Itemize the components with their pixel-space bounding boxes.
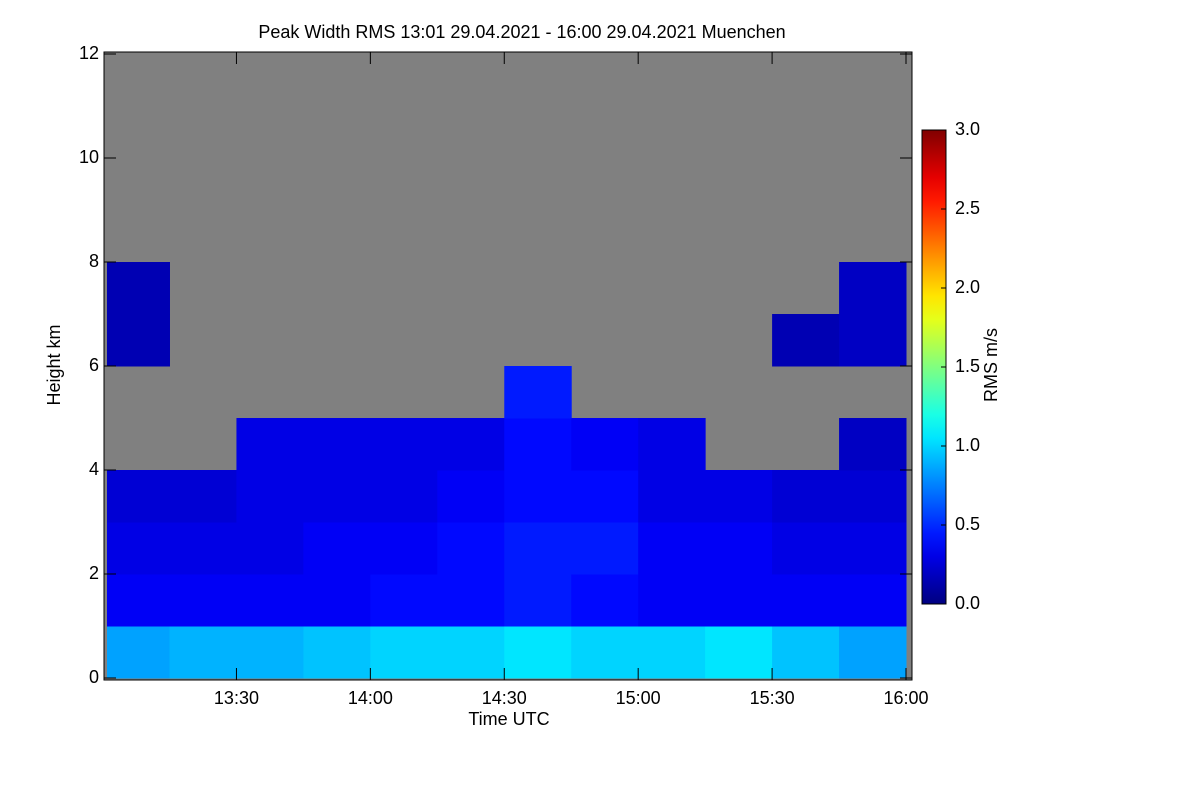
y-axis-label: Height km xyxy=(44,324,64,405)
heatmap-cell xyxy=(504,522,572,575)
heatmap-cell xyxy=(638,522,706,575)
colorbar-tick-label: 3.0 xyxy=(955,119,980,139)
x-tick-label: 16:00 xyxy=(883,688,928,708)
heatmap-cell xyxy=(370,626,438,679)
heatmap-cell xyxy=(772,626,840,679)
heatmap-cell xyxy=(107,574,170,627)
heatmap-cell xyxy=(107,626,170,679)
x-tick-label: 15:00 xyxy=(616,688,661,708)
heatmap-cell xyxy=(236,574,304,627)
heatmap-cell xyxy=(839,418,907,471)
heatmap-cell xyxy=(107,470,170,523)
colorbar-tick-label: 0.5 xyxy=(955,514,980,534)
y-tick-label: 2 xyxy=(89,563,99,583)
heatmap-cell xyxy=(571,574,639,627)
heatmap-cell xyxy=(303,574,371,627)
heatmap-cell xyxy=(107,314,170,367)
x-tick-label: 14:00 xyxy=(348,688,393,708)
x-tick-label: 13:30 xyxy=(214,688,259,708)
heatmap-cell xyxy=(107,262,170,315)
heatmap-cell xyxy=(169,522,237,575)
y-tick-label: 8 xyxy=(89,251,99,271)
heatmap-cell xyxy=(169,574,237,627)
heatmap-cell xyxy=(839,574,907,627)
heatmap-cell xyxy=(437,418,505,471)
heatmap-cell xyxy=(236,522,304,575)
heatmap-cell xyxy=(571,418,639,471)
y-tick-label: 10 xyxy=(79,147,99,167)
colorbar-tick-label: 2.5 xyxy=(955,198,980,218)
y-tick-label: 12 xyxy=(79,43,99,63)
heatmap-cell xyxy=(236,470,304,523)
heatmap-cell xyxy=(638,418,706,471)
heatmap-cell xyxy=(437,574,505,627)
heatmap-cell xyxy=(437,470,505,523)
heatmap-cell xyxy=(839,626,907,679)
heatmap-cell xyxy=(107,522,170,575)
heatmap-cell xyxy=(437,522,505,575)
heatmap-cell xyxy=(571,626,639,679)
heatmap-cell xyxy=(705,470,773,523)
heatmap-cell xyxy=(571,522,639,575)
heatmap-cell xyxy=(705,522,773,575)
y-tick-label: 6 xyxy=(89,355,99,375)
heatmap-cell xyxy=(839,314,907,367)
heatmap-cell xyxy=(169,626,237,679)
heatmap-cell xyxy=(236,418,304,471)
colorbar-tick-label: 1.0 xyxy=(955,435,980,455)
heatmap-cell xyxy=(638,626,706,679)
heatmap-cell xyxy=(839,470,907,523)
heatmap-cell xyxy=(370,418,438,471)
colorbar-tick-label: 1.5 xyxy=(955,356,980,376)
x-axis-label: Time UTC xyxy=(468,709,549,729)
colorbar-tick-label: 0.0 xyxy=(955,593,980,613)
heatmap-cell xyxy=(504,366,572,419)
heatmap-cell xyxy=(303,470,371,523)
heatmap-cell xyxy=(772,470,840,523)
heatmap-cell xyxy=(772,574,840,627)
heatmap-cell xyxy=(638,470,706,523)
heatmap-cell xyxy=(504,626,572,679)
heatmap-cell xyxy=(772,314,840,367)
heatmap-cell xyxy=(370,574,438,627)
x-tick-label: 15:30 xyxy=(750,688,795,708)
heatmap-cell xyxy=(236,626,304,679)
heatmap-cell xyxy=(504,574,572,627)
heatmap-cell xyxy=(303,522,371,575)
heatmap-cell xyxy=(638,574,706,627)
colorbar-label: RMS m/s xyxy=(981,328,1001,402)
heatmap-cell xyxy=(772,522,840,575)
heatmap-cell xyxy=(437,626,505,679)
heatmap-cell xyxy=(839,262,907,315)
chart-title: Peak Width RMS 13:01 29.04.2021 - 16:00 … xyxy=(258,22,785,42)
heatmap-cell xyxy=(504,470,572,523)
heatmap-cell xyxy=(705,574,773,627)
colorbar-tick-label: 2.0 xyxy=(955,277,980,297)
heatmap-cell xyxy=(504,418,572,471)
heatmap-cell xyxy=(370,522,438,575)
y-tick-label: 4 xyxy=(89,459,99,479)
y-tick-label: 0 xyxy=(89,667,99,687)
heatmap-cell xyxy=(303,626,371,679)
heatmap-cell xyxy=(370,470,438,523)
heatmap-cell xyxy=(705,626,773,679)
x-tick-label: 14:30 xyxy=(482,688,527,708)
heatmap-cell xyxy=(839,522,907,575)
heatmap-cell xyxy=(303,418,371,471)
heatmap-cell xyxy=(169,470,237,523)
heatmap-cell xyxy=(571,470,639,523)
